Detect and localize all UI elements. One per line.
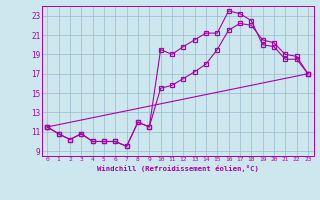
X-axis label: Windchill (Refroidissement éolien,°C): Windchill (Refroidissement éolien,°C) <box>97 165 259 172</box>
